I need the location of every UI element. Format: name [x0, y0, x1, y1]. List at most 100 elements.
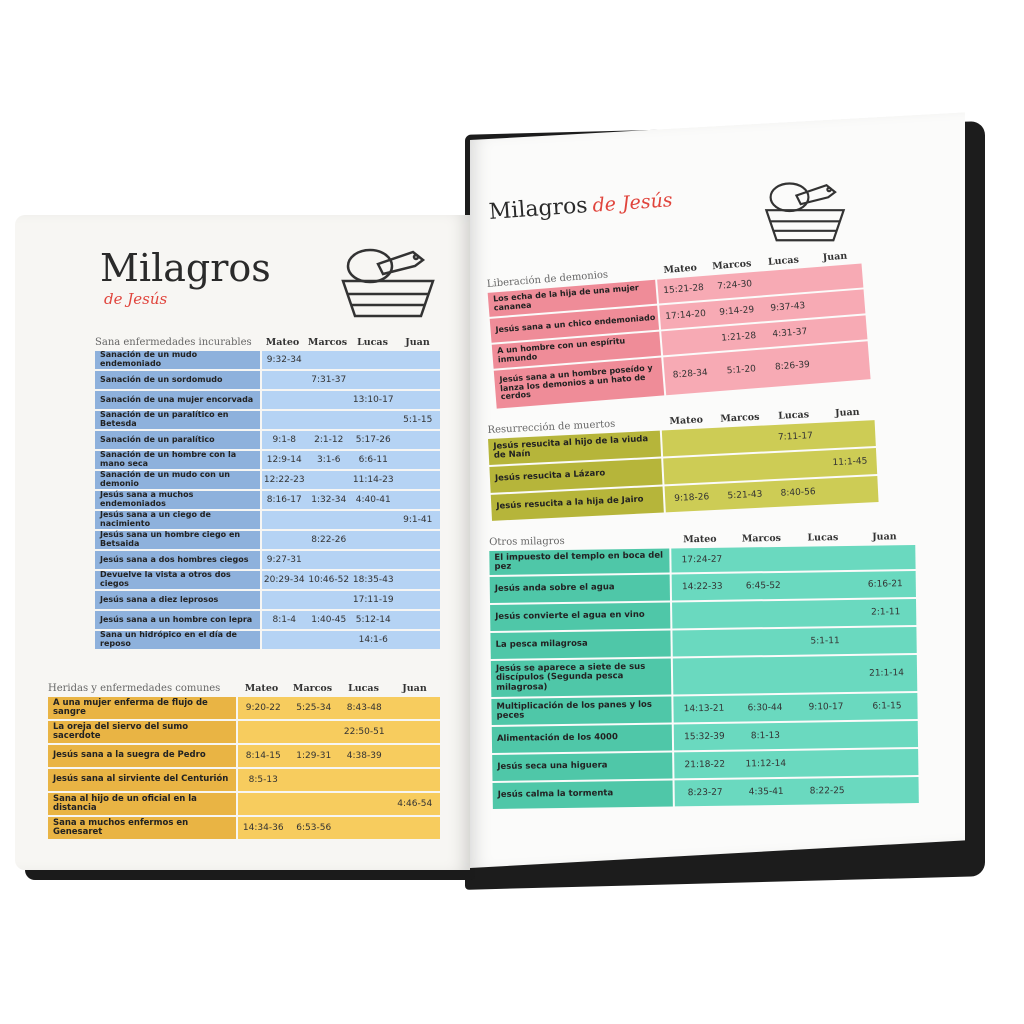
reference-mateo: 9:1-8: [272, 435, 296, 445]
reference-lucas: 11:14-23: [352, 475, 394, 485]
reference-marcos: 9:14-29: [718, 305, 755, 318]
reference-lucas: [339, 817, 390, 839]
reference-mateo: [238, 793, 289, 815]
miracle-name: Sanación de un paralítico: [95, 431, 260, 449]
table-row: Sana a muchos enfermos en Genesaret 14:3…: [48, 817, 440, 839]
table-row: Jesús sana a diez leprosos 17:11-19: [95, 591, 440, 609]
reference-lucas: 13:10-17: [352, 395, 394, 405]
miracle-name: Jesús sana a muchos endemoniados: [95, 490, 260, 509]
reference-marcos: 5:1-20: [726, 364, 757, 377]
reference-mateo: [262, 371, 307, 389]
miracle-name: Sana al hijo de un oficial en la distanc…: [48, 793, 236, 815]
table-row: Multiplicación de los panes y los peces …: [491, 693, 918, 725]
reference-mateo: 9:32-34: [266, 355, 302, 365]
left-page-subtitle: de Jesús: [104, 290, 168, 308]
table-row: La pesca milagrosa 5:1-11: [490, 627, 917, 659]
reference-juan: [396, 391, 441, 409]
miracle-name: Sanación de un mudo endemoniado: [95, 350, 260, 369]
reference-mateo: 8:28-34: [672, 367, 709, 381]
reference-marcos: 6:45-52: [745, 580, 781, 592]
miracle-name: El impuesto del templo en boca del pez: [489, 548, 670, 575]
miracle-name: Multiplicación de los panes y los peces: [491, 696, 672, 725]
reference-mateo: 21:18-22: [684, 759, 726, 771]
reference-mateo: [262, 391, 307, 409]
miracle-name: La oreja del siervo del sumo sacerdote: [48, 721, 236, 743]
column-header-juan: Juan: [405, 337, 430, 348]
reference-mateo: 9:27-31: [266, 555, 302, 565]
miracle-name: Jesús sana a la suegra de Pedro: [48, 745, 236, 767]
reference-mateo: 14:13-21: [683, 703, 725, 715]
reference-marcos: 7:24-30: [716, 279, 753, 292]
reference-juan: [396, 471, 441, 489]
reference-juan: [390, 697, 441, 719]
reference-lucas: 17:11-19: [352, 595, 394, 605]
reference-lucas: [796, 750, 857, 777]
reference-lucas: [351, 531, 396, 549]
table-row: Jesús sana al sirviente del Centurión 8:…: [48, 769, 440, 791]
table-row: Jesús sana a muchos endemoniados 8:16-17…: [95, 490, 440, 509]
reference-marcos: 4:35-41: [748, 786, 784, 798]
reference-juan: [857, 721, 918, 748]
reference-marcos: 1:29-31: [296, 751, 332, 761]
column-headers: Mateo Marcos Lucas Juan: [260, 337, 440, 348]
reference-mateo: [673, 658, 734, 695]
reference-marcos: [307, 511, 352, 529]
miracle-name: Jesús sana a un ciego de nacimiento: [95, 510, 260, 529]
reference-marcos: [289, 793, 340, 815]
reference-marcos: [733, 601, 794, 628]
reference-mateo: 8:1-4: [272, 615, 296, 625]
reference-marcos: [307, 631, 352, 649]
table-row: Jesús seca una higuera 21:18-22 11:12-14: [492, 749, 919, 781]
reference-mateo: [262, 511, 307, 529]
column-header-juan: Juan: [402, 683, 427, 694]
reference-lucas: [339, 769, 390, 791]
reference-lucas: [796, 722, 857, 749]
reference-mateo: 17:24-27: [681, 554, 723, 566]
reference-juan: [812, 289, 865, 317]
section-heading: Otros milagros: [489, 535, 565, 548]
miracle-name: Jesús anda sobre el agua: [489, 574, 671, 603]
reference-juan: 2:1-11: [871, 607, 901, 618]
reference-mateo: 20:29-34: [263, 575, 305, 585]
column-header-marcos: Marcos: [292, 683, 333, 694]
column-header-juan: Juan: [834, 406, 860, 419]
reference-lucas: 4:40-41: [355, 495, 391, 505]
right-page-subtitle: de Jesús: [591, 189, 674, 217]
miracle-name: Sana un hidrópico en el día de reposo: [95, 630, 260, 649]
reference-mateo: [238, 721, 289, 743]
reference-mateo: [262, 591, 307, 609]
reference-lucas: [351, 551, 396, 569]
reference-lucas: [351, 511, 396, 529]
miracle-name: A una mujer enferma de flujo de sangre: [48, 697, 236, 719]
reference-lucas: 4:38-39: [346, 751, 382, 761]
reference-juan: [396, 371, 441, 389]
column-header-lucas: Lucas: [357, 337, 388, 348]
column-header-mateo: Mateo: [683, 533, 717, 546]
reference-mateo: 8:14-15: [245, 751, 281, 761]
table-row: Sanación de un mudo endemoniado 9:32-34: [95, 350, 440, 369]
column-header-lucas: Lucas: [777, 409, 810, 422]
reference-juan: 21:1-14: [869, 668, 905, 679]
reference-lucas: [351, 371, 396, 389]
section-heading: Sana enfermedades incurables: [95, 337, 252, 348]
reference-marcos: [733, 629, 794, 656]
reference-marcos: [716, 453, 770, 482]
reference-juan: [855, 627, 916, 654]
column-header-marcos: Marcos: [711, 258, 752, 273]
reference-lucas: 22:50-51: [343, 727, 385, 737]
column-header-lucas: Lucas: [767, 254, 800, 268]
miracle-name: Sanación de un mudo con un demonio: [95, 470, 260, 489]
reference-marcos: 5:25-34: [296, 703, 332, 713]
miracle-name: Sanación de un paralítico en Betesda: [95, 410, 260, 429]
column-headers: Mateo Marcos Lucas Juan: [236, 683, 440, 694]
reference-lucas: 18:35-43: [352, 575, 394, 585]
reference-mateo: [672, 630, 733, 657]
table-row: A una mujer enferma de flujo de sangre 9…: [48, 697, 440, 719]
reference-mateo: [662, 428, 716, 457]
column-header-mateo: Mateo: [244, 683, 279, 694]
reference-juan: [396, 591, 441, 609]
table-row: Jesús sana a dos hombres ciegos 9:27-31: [95, 551, 440, 569]
reference-juan: [396, 431, 441, 449]
table-row: Jesús sana un hombre ciego en Betsaida 8…: [95, 530, 440, 549]
reference-lucas: [351, 351, 396, 369]
